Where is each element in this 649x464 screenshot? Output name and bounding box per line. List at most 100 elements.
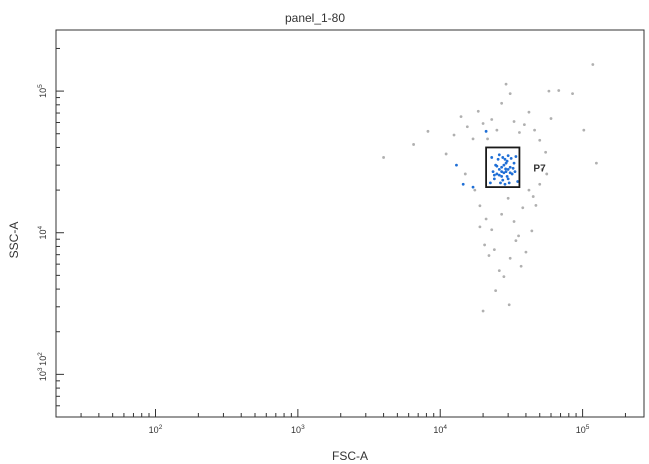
data-point xyxy=(514,239,518,242)
data-point xyxy=(497,153,501,157)
data-point xyxy=(478,204,482,208)
data-point xyxy=(481,122,485,125)
data-point xyxy=(547,89,551,93)
data-point xyxy=(492,248,496,252)
data-point xyxy=(490,228,494,232)
data-point xyxy=(500,165,504,169)
data-point xyxy=(545,172,549,176)
data-point xyxy=(538,182,542,186)
data-point xyxy=(518,131,521,134)
data-point xyxy=(500,212,504,216)
data-point xyxy=(516,180,520,183)
data-point xyxy=(484,129,488,133)
chart-title: panel_1-80 xyxy=(285,11,345,25)
data-point xyxy=(506,196,510,200)
data-point xyxy=(503,157,507,161)
data-point xyxy=(500,174,504,178)
data-point xyxy=(534,203,538,207)
data-point xyxy=(471,137,475,141)
data-point xyxy=(538,138,542,142)
x-tick-label: 103 xyxy=(291,424,305,435)
data-point xyxy=(508,92,512,96)
data-point xyxy=(507,303,511,307)
x-tick-label: 102 xyxy=(149,424,163,435)
y-tick-label: 102 xyxy=(37,352,48,366)
data-point xyxy=(492,177,496,181)
data-point xyxy=(530,229,534,233)
data-point xyxy=(490,156,494,159)
data-point xyxy=(524,250,528,254)
data-point xyxy=(496,157,500,161)
data-point xyxy=(505,174,509,178)
data-point xyxy=(506,167,510,171)
x-tick-label: 105 xyxy=(576,424,590,435)
data-point xyxy=(471,185,475,189)
data-point xyxy=(533,128,536,132)
data-point xyxy=(490,118,494,121)
data-point xyxy=(544,150,548,154)
gate-p7[interactable] xyxy=(485,146,521,188)
data-point xyxy=(540,167,544,171)
data-point xyxy=(504,161,508,165)
data-point xyxy=(500,170,504,174)
data-point xyxy=(527,188,531,192)
data-point xyxy=(512,220,516,223)
data-point xyxy=(527,110,531,114)
data-point xyxy=(459,115,463,119)
minor-ticks xyxy=(55,47,626,418)
data-point xyxy=(500,101,504,105)
data-point xyxy=(512,120,516,123)
y-tick-label: 104 xyxy=(37,226,48,240)
data-point xyxy=(511,166,515,170)
data-point xyxy=(582,128,586,132)
data-point xyxy=(594,161,598,165)
gate-label: P7 xyxy=(533,163,546,174)
data-point xyxy=(473,188,477,192)
data-point xyxy=(501,156,505,159)
data-point xyxy=(495,164,499,168)
data-point xyxy=(465,125,469,129)
data-point xyxy=(476,109,480,113)
data-point xyxy=(486,137,489,141)
x-axis-ticks: 102 103 104 105 xyxy=(149,424,590,435)
data-point xyxy=(502,171,506,175)
data-point xyxy=(519,264,523,268)
x-axis-label: FSC-A xyxy=(332,449,368,463)
data-point xyxy=(495,128,499,132)
data-point xyxy=(521,206,525,210)
data-point xyxy=(549,117,553,120)
data-point xyxy=(497,269,501,273)
data-point xyxy=(492,173,496,177)
data-point xyxy=(487,254,491,257)
data-point xyxy=(412,143,415,146)
data-point xyxy=(557,89,561,92)
y-tick-label: 103 xyxy=(37,367,48,381)
data-point xyxy=(513,170,517,174)
data-point xyxy=(591,63,595,66)
data-point xyxy=(478,225,482,229)
data-point xyxy=(444,152,448,156)
data-point xyxy=(517,234,520,238)
data-point xyxy=(571,92,574,96)
data-point xyxy=(495,172,499,176)
data-point xyxy=(502,275,506,279)
data-point xyxy=(504,167,508,171)
plot-area xyxy=(55,29,645,418)
data-point xyxy=(512,161,516,165)
data-point xyxy=(507,181,511,185)
data-point xyxy=(506,154,510,158)
data-point xyxy=(481,309,485,313)
data-point xyxy=(506,177,510,181)
data-point xyxy=(455,163,458,167)
data-point xyxy=(488,181,492,185)
data-point xyxy=(504,170,508,174)
data-point xyxy=(508,171,512,175)
data-points xyxy=(382,63,598,313)
x-tick-label: 104 xyxy=(433,424,447,435)
y-axis-label: SSC-A xyxy=(7,222,21,259)
data-point xyxy=(508,256,512,260)
data-point xyxy=(452,133,456,137)
data-point xyxy=(463,172,467,176)
